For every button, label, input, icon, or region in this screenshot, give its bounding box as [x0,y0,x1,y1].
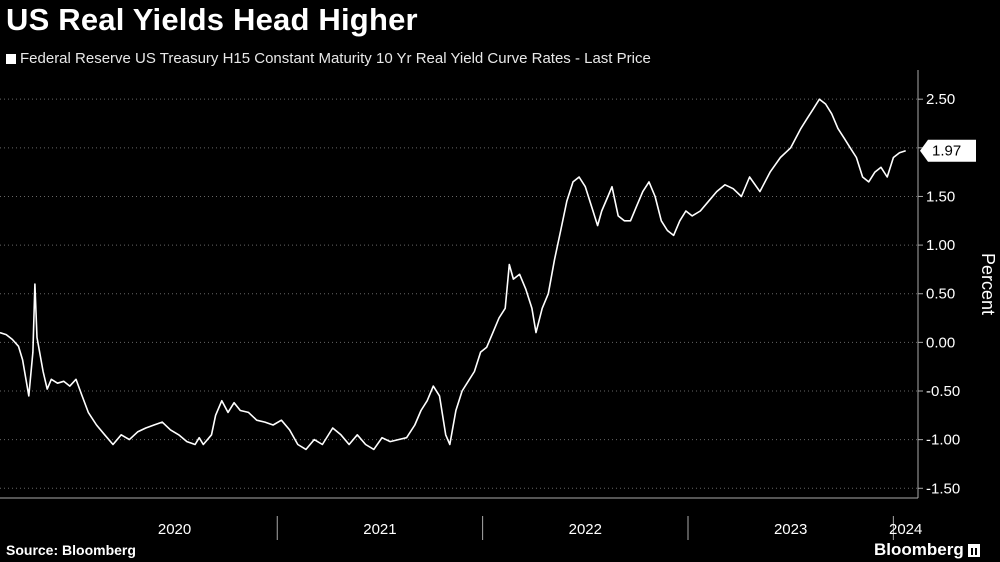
bloomberg-terminal-icon [967,543,980,557]
chart-title: US Real Yields Head Higher [6,2,418,37]
legend-swatch [6,53,16,64]
y-tick-label: 0.00 [926,334,955,351]
y-tick-label: 2.50 [926,91,955,108]
y-tick-label: 1.50 [926,188,955,205]
y-tick-label: -1.50 [926,480,960,497]
x-tick-label: 2021 [363,521,396,538]
grid-layer [0,98,918,489]
y-tick-label: 1.00 [926,237,955,254]
last-value-box [920,139,976,162]
series-line [0,98,906,451]
source-note: Source: Bloomberg [6,542,136,558]
x-tick-label: 2024 [889,521,922,538]
brand-logo: Bloomberg [874,540,980,560]
chart-legend: Federal Reserve US Treasury H15 Constant… [6,50,651,67]
y-tick-label: -1.00 [926,432,960,449]
brand-name: Bloomberg [874,540,964,559]
y-tick-label: 0.50 [926,286,955,303]
x-tick-label: 2023 [774,521,807,538]
y-tick-label: -0.50 [926,383,960,400]
label-layer: 2.50 1.50 1.00 0.50 0.00 -0.50 -1.00 -1.50 2020 2… [158,91,998,538]
legend-label: Federal Reserve US Treasury H15 Constant… [20,50,651,67]
axis-layer [0,70,923,540]
x-tick-label: 2020 [158,521,191,538]
last-value-label: 1.97 [932,143,961,160]
x-tick-label: 2022 [569,521,602,538]
last-value-callout: 1.97 [920,139,976,162]
y-axis-label: Percent [978,253,998,315]
series-layer [0,98,906,451]
